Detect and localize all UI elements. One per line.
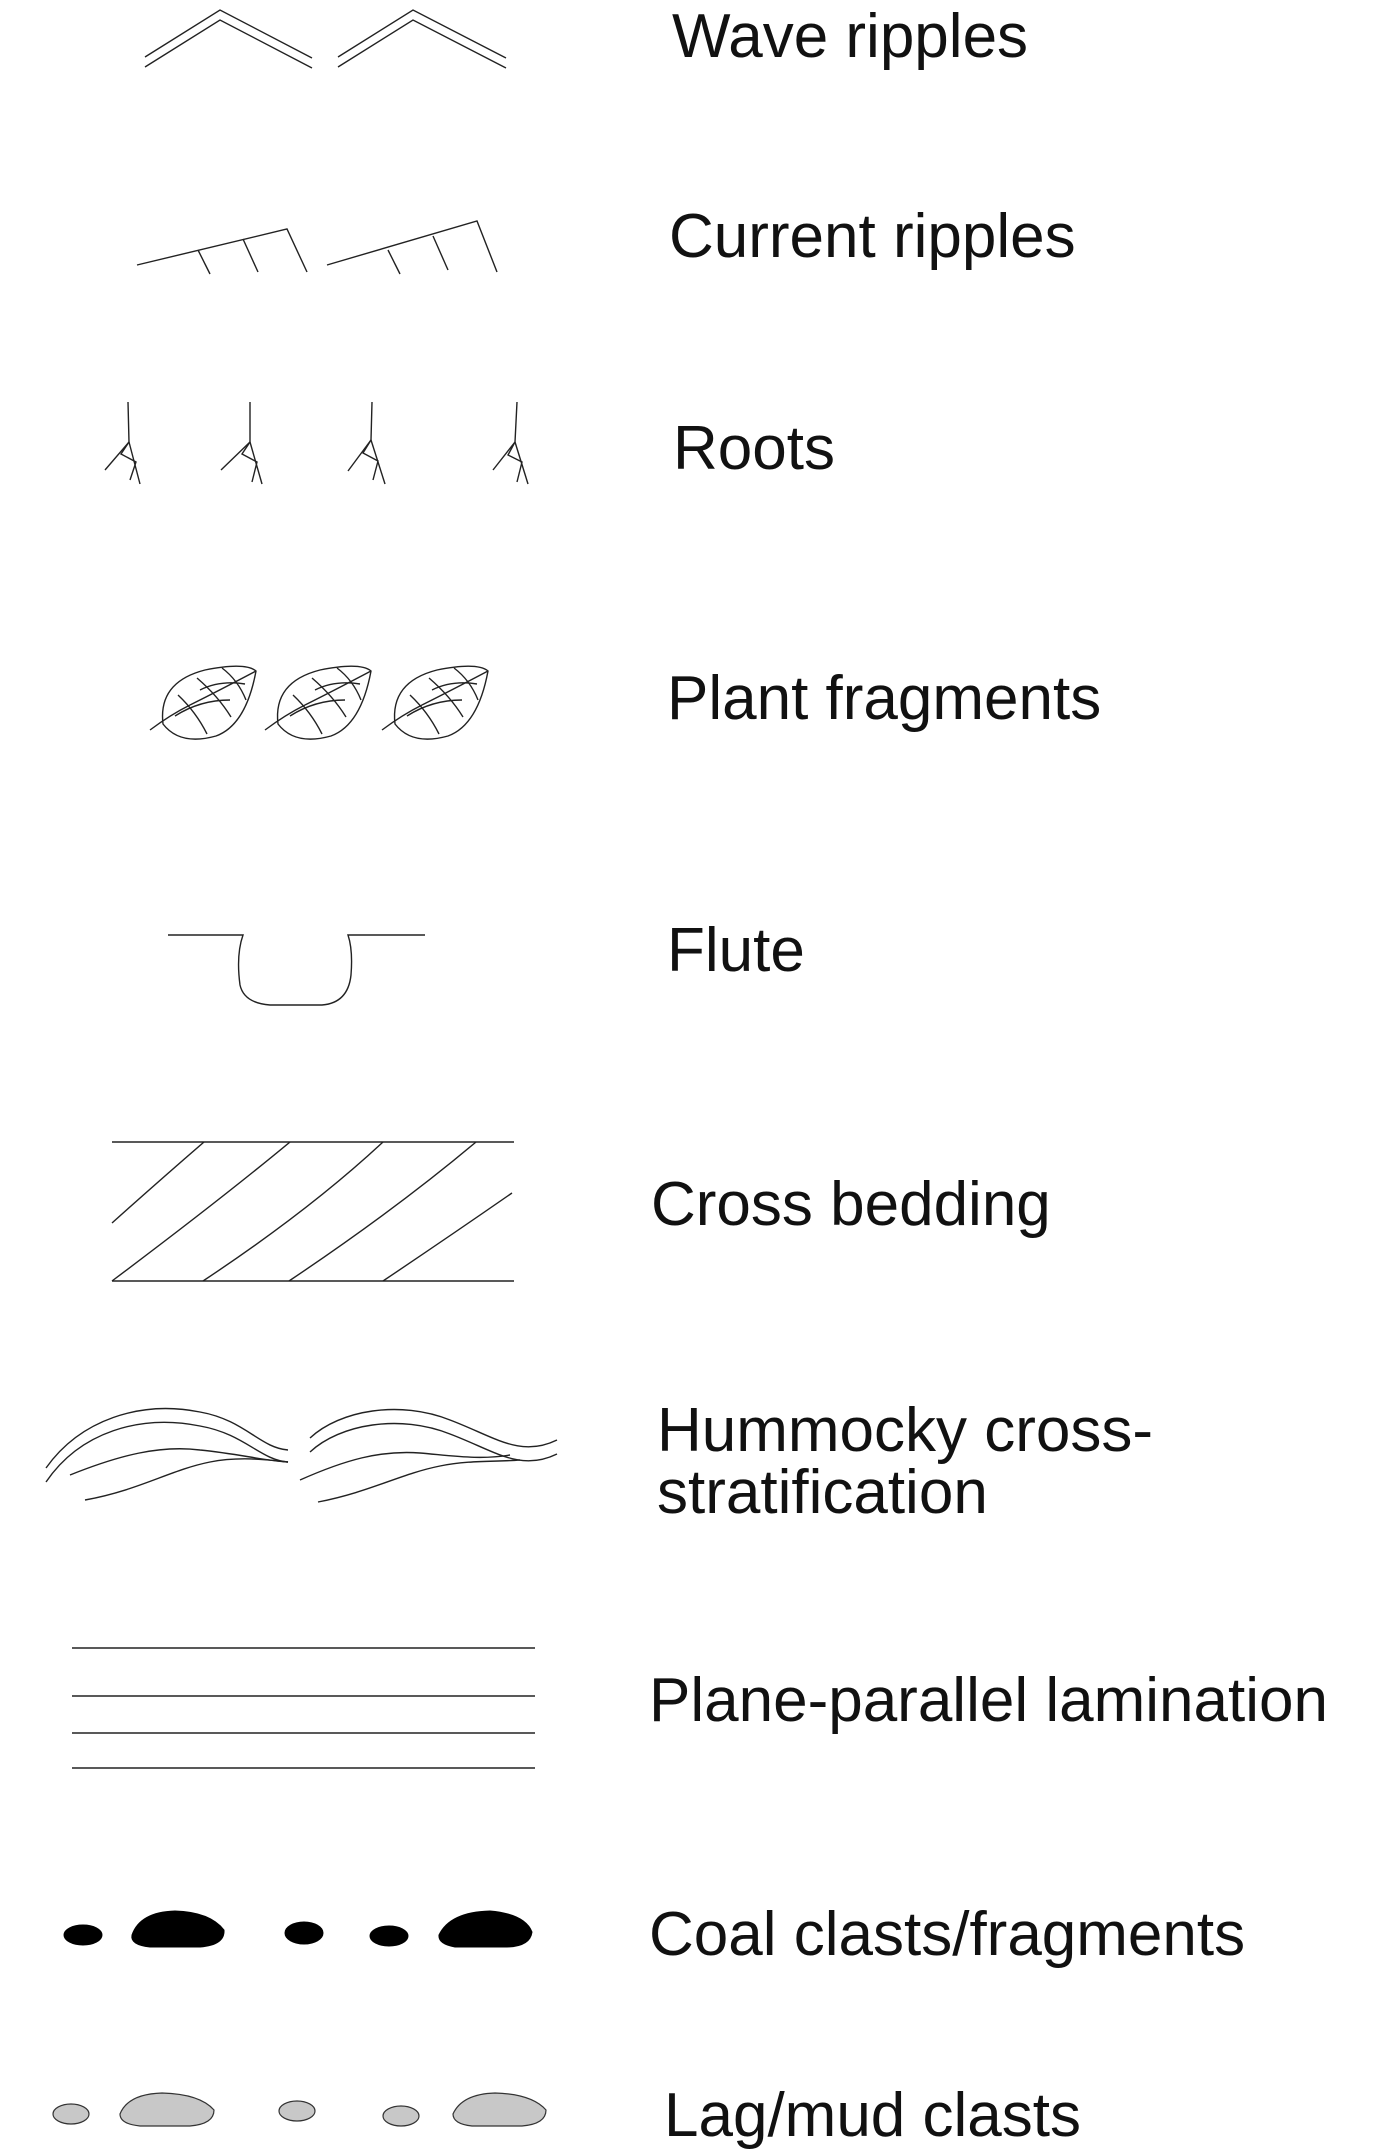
label-coal-clasts: Coal clasts/fragments xyxy=(649,1900,1246,1969)
hummocky-cross-stratification-icon xyxy=(45,1407,558,1503)
label-wave-ripples: Wave ripples xyxy=(672,2,1029,71)
plant-fragments-icon xyxy=(149,665,489,740)
label-plane-parallel-lamination: Plane-parallel lamination xyxy=(649,1666,1328,1735)
coal-clasts-icon xyxy=(63,1910,533,1948)
label-roots: Roots xyxy=(673,414,835,483)
current-ripples-icon xyxy=(136,220,498,275)
label-plant-fragments: Plant fragments xyxy=(667,664,1102,733)
label-cross-bedding: Cross bedding xyxy=(651,1170,1051,1239)
label-current-ripples: Current ripples xyxy=(669,202,1076,271)
cross-bedding-icon xyxy=(111,1141,514,1282)
plane-parallel-lamination-icon xyxy=(72,1647,535,1769)
label-flute: Flute xyxy=(667,916,805,985)
flute-icon xyxy=(168,934,425,1006)
label-hummocky-cross-stratification: Hummocky cross- stratification xyxy=(657,1396,1154,1527)
lag-mud-clasts-icon xyxy=(52,2092,547,2127)
wave-ripples-icon xyxy=(144,9,507,69)
label-lag-mud-clasts: Lag/mud clasts xyxy=(664,2081,1081,2150)
roots-icon xyxy=(104,401,529,485)
